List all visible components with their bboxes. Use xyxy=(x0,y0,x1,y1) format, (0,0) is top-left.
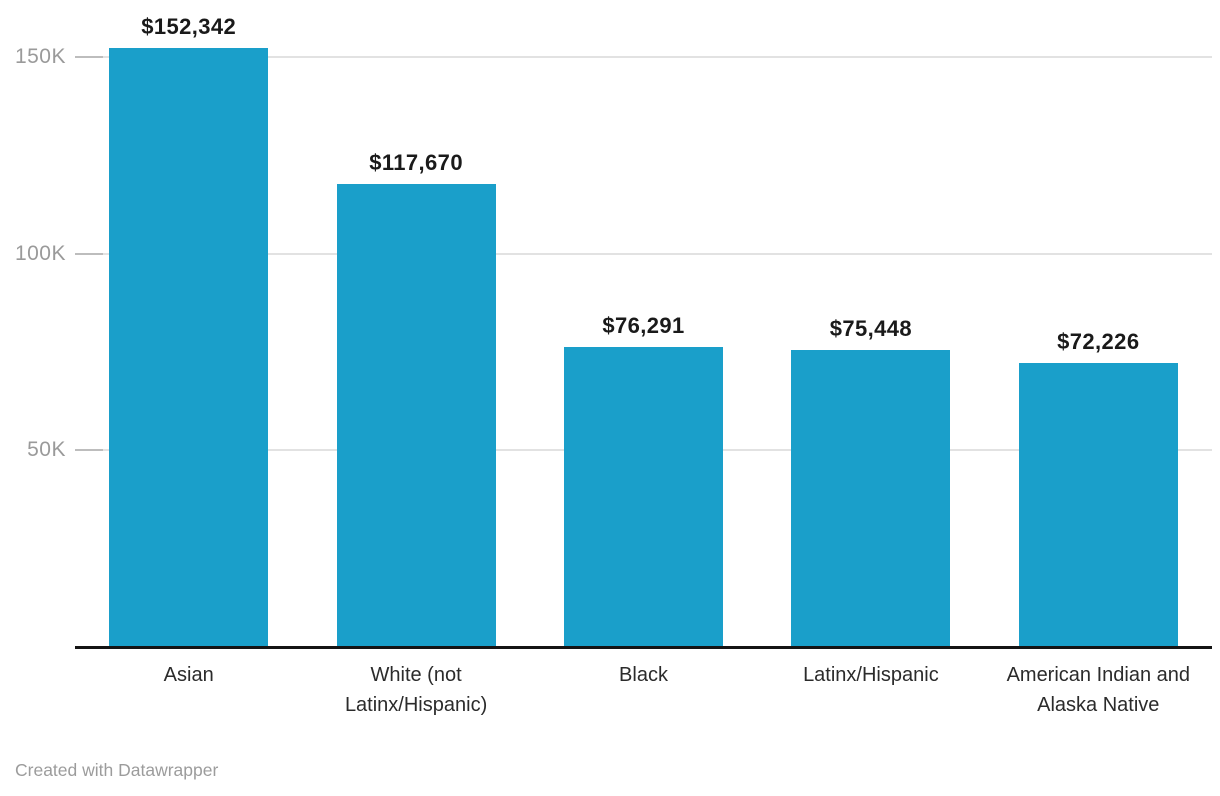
x-axis-category-label: Black xyxy=(619,664,668,686)
x-axis-category-label: American Indian and Alaska Native xyxy=(1006,664,1191,716)
bar-value-label: $76,291 xyxy=(602,312,685,338)
y-tick-mark xyxy=(75,449,103,452)
y-tick-mark xyxy=(75,56,103,58)
bar-black xyxy=(564,346,723,647)
bar-american-indian-and-alaska-native xyxy=(1018,362,1178,647)
bar-asian xyxy=(109,47,269,647)
bar-white-not-latinx-hispanic xyxy=(336,184,496,647)
bar-value-label: $152,342 xyxy=(141,13,237,39)
bar-latinx-hispanic xyxy=(791,350,951,647)
datawrapper-credit-link[interactable]: Created with Datawrapper xyxy=(15,760,219,780)
x-axis-category-label: White (not Latinx/Hispanic) xyxy=(344,664,488,716)
x-axis-category-label: Latinx/Hispanic xyxy=(803,664,939,686)
bar-value-label: $72,226 xyxy=(1057,328,1140,354)
x-axis-category-label: Asian xyxy=(163,664,214,686)
y-gridline xyxy=(75,252,1212,255)
y-tick-mark xyxy=(75,252,103,255)
x-axis-line xyxy=(75,646,1212,649)
y-tick-label: 100K xyxy=(14,241,66,265)
y-tick-label: 150K xyxy=(14,45,66,68)
y-gridline xyxy=(75,56,1212,58)
y-tick-label: 50K xyxy=(27,438,66,462)
bar-value-label: $117,670 xyxy=(369,150,463,176)
bar-value-label: $75,448 xyxy=(829,316,913,342)
